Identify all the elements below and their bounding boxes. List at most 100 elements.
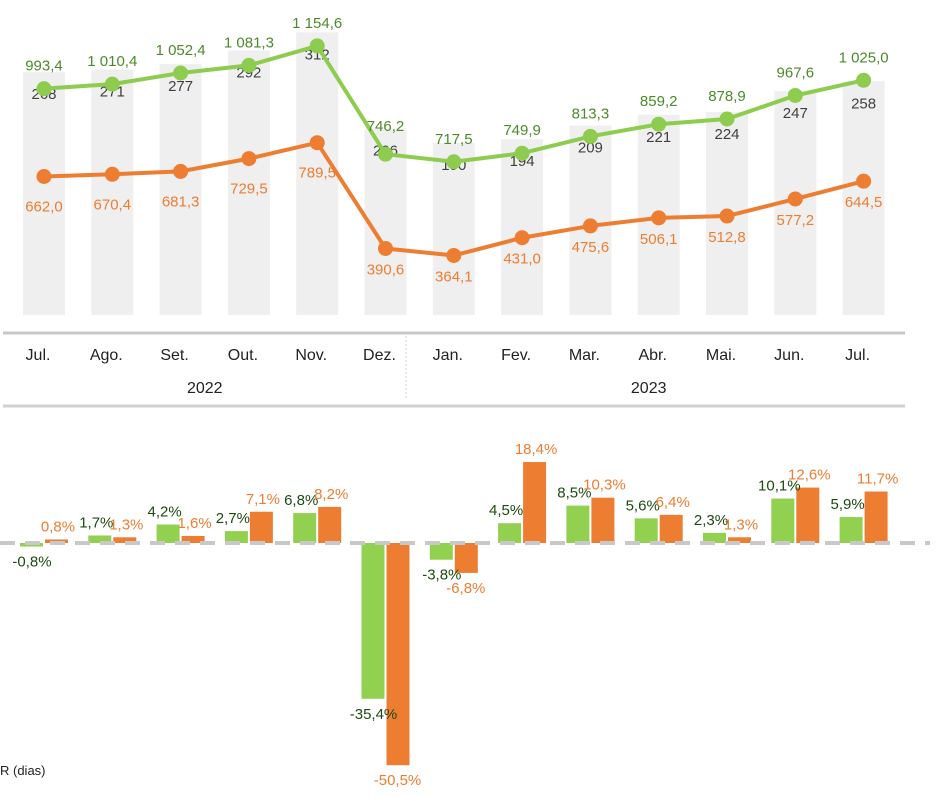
- series-point-label: 1 025,0: [839, 49, 889, 66]
- change-bar-label: 10,3%: [583, 477, 626, 494]
- x-tick-label: Out.: [228, 347, 258, 364]
- change-bar: [796, 487, 820, 543]
- series-point: [378, 240, 393, 256]
- volume-bar-label: 258: [851, 95, 876, 112]
- series-point: [582, 128, 598, 144]
- change-bar: [88, 535, 112, 543]
- series-point-label: 644,5: [845, 194, 883, 211]
- series-point-label: 878,9: [708, 88, 746, 105]
- x-tick-label: Fev.: [501, 347, 531, 364]
- volume-bar-label: 224: [714, 126, 739, 143]
- x-tick-label: Nov.: [295, 347, 327, 364]
- bottom-chart: -0,8% 1,7% 4,2% 2,7% 6,8% -35,4% -3,8% 4,5% 8,5%…: [0, 441, 930, 789]
- series-point-label: 1 010,4: [87, 53, 137, 70]
- series-point: [651, 116, 667, 132]
- top-chart-axis: Jul. Ago. Set. Out. Nov. Dez. Jan. Fev. Mar. Abr.…: [3, 331, 905, 408]
- series-point: [36, 81, 52, 97]
- volume-bar: [432, 142, 475, 315]
- series-point: [104, 166, 120, 182]
- series-point: [719, 111, 735, 127]
- change-bar: [156, 524, 180, 543]
- change-bar-label: 11,7%: [857, 471, 898, 488]
- change-bar: [454, 543, 478, 573]
- series-point: [787, 87, 803, 103]
- change-bar-label: -0,8%: [12, 554, 51, 571]
- change-bar-label: 18,4%: [515, 441, 558, 458]
- x-tick-label: Mar.: [569, 347, 600, 364]
- series-point: [173, 163, 189, 179]
- change-bar-label: 8,5%: [557, 485, 591, 502]
- series-point-label: 506,1: [640, 231, 678, 248]
- year-label: 2023: [631, 380, 667, 397]
- series-point: [309, 38, 325, 54]
- series-point-label: 390,6: [367, 261, 405, 278]
- series-point-label: 577,2: [777, 212, 815, 229]
- change-bar-label: -50,5%: [374, 772, 422, 789]
- series-point: [446, 247, 462, 263]
- series-point-label: 1 154,6: [292, 15, 342, 32]
- series-point: [651, 210, 667, 226]
- change-bar: [864, 491, 888, 543]
- volume-bar: [159, 64, 202, 316]
- series-point-label: 717,5: [435, 131, 473, 148]
- series-point-label: 729,5: [230, 181, 268, 198]
- change-bar-label: -3,8%: [422, 567, 461, 584]
- volume-bar-label: 247: [783, 105, 808, 122]
- x-tick-label: Jul.: [26, 347, 51, 364]
- series-point-label: 512,8: [708, 229, 746, 246]
- series-point-label: 475,6: [572, 239, 610, 256]
- series-point: [173, 65, 189, 81]
- footnote-label: R (dias): [0, 763, 46, 778]
- x-tick-label: Ago.: [90, 347, 123, 364]
- change-bar-label: -6,8%: [446, 580, 485, 597]
- change-bar: [523, 462, 547, 543]
- series-point: [36, 169, 52, 185]
- top-chart-lines: 993,4 1 010,4 1 052,4 1 081,3 1 154,6 746,2 71…: [25, 15, 888, 286]
- volume-bar-label: 194: [510, 153, 535, 170]
- change-bar: [318, 506, 342, 543]
- change-bar: [771, 498, 795, 543]
- x-tick-label: Jun.: [774, 347, 804, 364]
- change-bar-label: 4,2%: [147, 504, 181, 521]
- change-bar: [498, 523, 522, 543]
- change-bar: [293, 513, 317, 543]
- volume-bar: [23, 72, 65, 315]
- x-tick-label: Dez.: [363, 347, 396, 364]
- series-point-label: 662,0: [25, 199, 63, 216]
- change-bar: [728, 537, 751, 543]
- change-bar: [634, 518, 658, 543]
- change-bar: [566, 505, 590, 543]
- change-bar-label: 12,6%: [788, 467, 831, 484]
- series-point: [856, 173, 872, 189]
- change-bar: [591, 497, 615, 543]
- series-point: [446, 154, 462, 170]
- volume-bar: [91, 69, 134, 315]
- change-bar-label: 6,4%: [656, 494, 690, 511]
- change-bar: [839, 517, 863, 543]
- change-bar: [181, 535, 205, 543]
- volume-bar-label: 209: [578, 140, 603, 157]
- series-point: [309, 135, 325, 151]
- change-bar-label: -35,4%: [350, 706, 398, 723]
- series-point: [378, 146, 393, 162]
- change-bar: [386, 543, 410, 766]
- change-bar-label: 5,9%: [830, 496, 864, 513]
- change-bar-label: 2,3%: [694, 512, 728, 529]
- change-bar-label: 8,2%: [314, 486, 348, 503]
- year-label: 2022: [187, 380, 223, 397]
- volume-bar-label: 221: [646, 129, 671, 146]
- volume-bar: [296, 32, 339, 315]
- series-point: [787, 191, 803, 207]
- change-bar-label: 4,5%: [489, 502, 523, 519]
- x-tick-label: Jul.: [845, 347, 870, 364]
- series-point-label: 789,5: [298, 165, 336, 182]
- volume-bar: [227, 50, 270, 315]
- volume-bar-label: 277: [168, 78, 193, 95]
- change-bar-label: 2,7%: [216, 510, 250, 527]
- change-bar-label: 1,6%: [177, 515, 211, 532]
- series-point: [856, 72, 872, 88]
- change-bar: [429, 543, 453, 560]
- series-point-label: 1 081,3: [224, 34, 274, 51]
- series-point: [241, 151, 257, 167]
